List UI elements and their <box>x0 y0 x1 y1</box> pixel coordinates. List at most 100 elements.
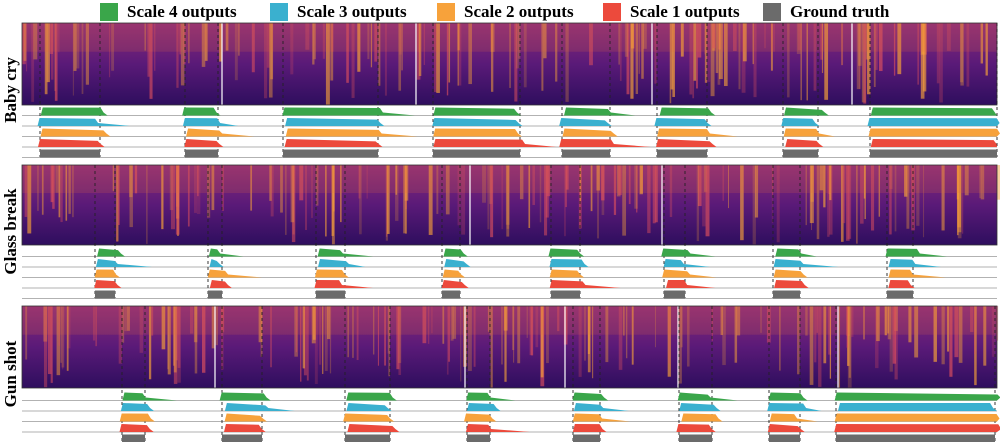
spectrogram-streak <box>638 23 640 74</box>
spectrogram-streak <box>820 23 823 60</box>
spectrogram-streak <box>290 165 295 223</box>
output-curve <box>888 269 946 278</box>
spectrogram-streak <box>618 306 623 370</box>
spectrogram-streak <box>887 306 890 334</box>
spectrogram-streak <box>544 165 548 236</box>
output-curve <box>40 128 111 137</box>
spectrogram-streak <box>863 165 866 199</box>
ground-truth-block <box>316 290 345 299</box>
ground-truth-block <box>870 149 997 158</box>
output-curve <box>282 107 415 116</box>
output-curve <box>347 424 400 432</box>
spectrogram-streak <box>250 165 253 211</box>
output-curve <box>209 280 232 288</box>
spectrogram-streak <box>991 306 995 357</box>
spectrogram-streak <box>628 165 631 205</box>
spectrogram-streak <box>352 306 354 358</box>
spectrogram-streak <box>294 306 298 357</box>
spectrogram-streak <box>878 23 883 72</box>
spectrogram-streak <box>823 306 827 364</box>
spectrogram-streak <box>194 306 198 374</box>
spectrogram-streak <box>473 306 476 367</box>
spectrogram-streak <box>43 306 48 342</box>
spectrogram-streak <box>312 23 315 65</box>
spectrogram-streak <box>848 306 851 378</box>
spectrogram-streak <box>529 306 533 356</box>
spectrogram-streak <box>693 23 697 81</box>
spectrogram-streak <box>845 165 850 241</box>
spectrogram-streak <box>894 306 898 380</box>
spectrogram-streak <box>234 23 238 81</box>
output-curve <box>433 128 523 137</box>
spectrogram-streak <box>347 306 349 358</box>
spectrogram-streak <box>916 165 920 226</box>
spectrogram-streak <box>285 165 287 235</box>
spectrogram-streak <box>715 23 719 74</box>
spectrogram-streak <box>504 306 507 382</box>
spectrogram-streak <box>824 23 829 100</box>
spectrogram-streak <box>511 306 515 351</box>
spectrogram-streak <box>652 165 656 224</box>
spectrogram-streak <box>490 23 494 92</box>
output-curve <box>37 118 131 126</box>
output-curve <box>781 118 820 126</box>
spectrogram-streak <box>565 23 569 102</box>
spectrogram-streak <box>555 23 558 82</box>
spectrogram-streak <box>58 165 61 218</box>
spectrogram-streak <box>401 23 403 71</box>
spectrogram-streak <box>329 306 332 374</box>
spectrogram-streak <box>838 306 841 388</box>
ground-truth-block <box>551 290 580 299</box>
spectrogram-streak <box>957 165 961 228</box>
spectrogram-streak <box>398 306 402 363</box>
spectrogram-streak <box>985 23 988 76</box>
spectrogram-streak <box>870 165 875 231</box>
spectrogram-streak <box>175 165 180 235</box>
spectrogram-streak <box>947 306 950 352</box>
spectrogram-streak <box>468 23 472 85</box>
spectrogram-streak <box>487 165 490 230</box>
spectrogram-streak <box>959 23 964 83</box>
spectrogram-streak <box>680 23 684 57</box>
spectrogram-streak <box>545 165 549 218</box>
spectrogram-streak <box>58 306 60 346</box>
spectrogram-streak <box>398 23 402 91</box>
spectrogram-streak <box>787 23 790 98</box>
ground-truth-block <box>345 434 390 442</box>
legend-label: Scale 2 outputs <box>464 2 574 21</box>
spectrogram-streak <box>49 23 54 55</box>
spectrogram-streak <box>816 306 818 333</box>
spectrogram-streak <box>24 165 28 217</box>
ground-truth-block <box>442 290 460 299</box>
spectrogram-streak <box>587 306 590 354</box>
spectrogram-streak <box>889 165 892 235</box>
spectrogram-streak <box>878 165 881 217</box>
spectrogram-streak <box>643 23 647 49</box>
spectrogram-streak <box>702 165 706 227</box>
spectrogram-streak <box>619 23 622 81</box>
spectrogram-streak <box>68 165 71 214</box>
spectrogram-streak <box>506 165 510 237</box>
spectrogram-streak <box>546 306 549 364</box>
spectrogram-streak <box>377 306 380 366</box>
spectrogram-streak <box>736 306 741 336</box>
spectrogram-streak <box>147 23 150 77</box>
spectrogram-streak <box>58 23 60 53</box>
spectrogram-streak <box>809 165 814 224</box>
output-curve <box>834 392 1000 401</box>
spectrogram <box>22 23 997 105</box>
spectrogram-streak <box>613 165 617 215</box>
spectrogram-streak <box>27 165 32 234</box>
ground-truth-block <box>562 149 610 158</box>
spectrogram-streak <box>461 165 466 235</box>
output-curve <box>120 403 155 411</box>
spectrogram-streak <box>315 165 319 206</box>
spectrogram-streak <box>170 165 175 230</box>
output-curve <box>97 248 125 257</box>
spectrogram-streak <box>60 306 63 363</box>
spectrogram-streak <box>841 23 843 66</box>
spectrogram-streak <box>641 23 644 79</box>
spectrogram-streak <box>740 165 744 241</box>
spectrogram-streak <box>187 165 190 227</box>
ground-truth-block <box>222 434 262 442</box>
